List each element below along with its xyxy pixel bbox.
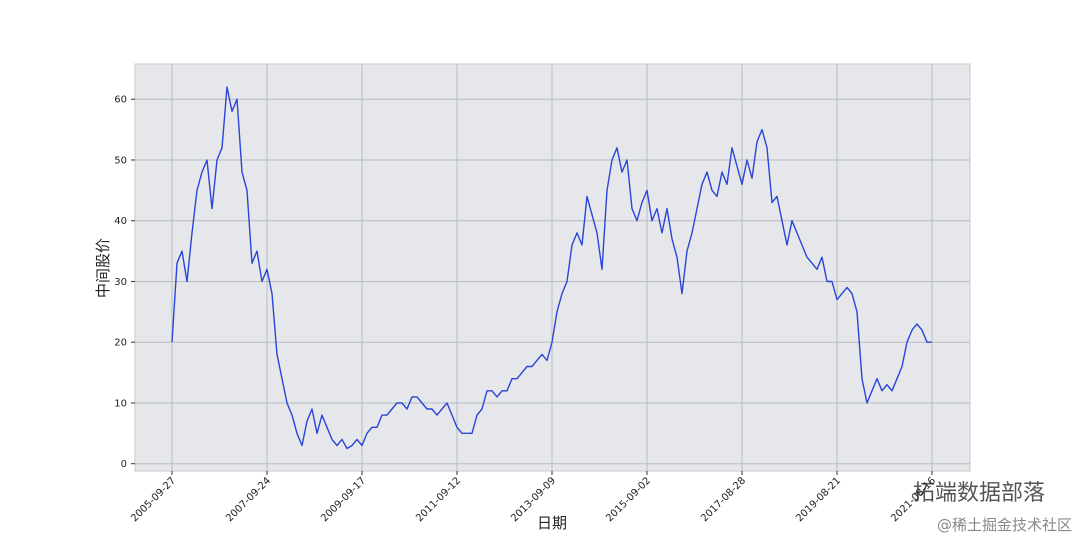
y-tick-label: 30 [114, 277, 127, 288]
x-tick-label: 2007-09-24 [224, 475, 273, 524]
y-tick-label: 60 [114, 95, 127, 106]
watermark: 拓端数据部落 [913, 481, 1045, 506]
y-tick-label: 0 [121, 459, 127, 470]
plot-area: 0 10 20 30 40 50 60 2005-09-27 2007-09-24 2009-09… [114, 63, 971, 524]
price-line [171, 86, 932, 450]
x-tick-label: 2017-08-28 [699, 475, 748, 524]
watermark: @稀土掘金技术社区 [937, 516, 1072, 534]
x-tick-label: 2011-09-12 [414, 475, 463, 524]
x-tick-label: 2015-09-02 [604, 475, 653, 524]
x-tick-label: 2009-09-17 [319, 475, 368, 524]
y-tick-label: 20 [114, 338, 127, 349]
x-axis-label: 日期 [537, 514, 567, 532]
y-tick-label: 50 [114, 155, 127, 166]
y-axis-label: 中间股价 [94, 238, 112, 298]
x-tick-label: 2019-08-21 [794, 475, 843, 524]
x-tick-label: 2005-09-27 [129, 475, 178, 524]
y-tick-label: 40 [114, 216, 127, 227]
y-tick-label: 10 [114, 398, 127, 409]
